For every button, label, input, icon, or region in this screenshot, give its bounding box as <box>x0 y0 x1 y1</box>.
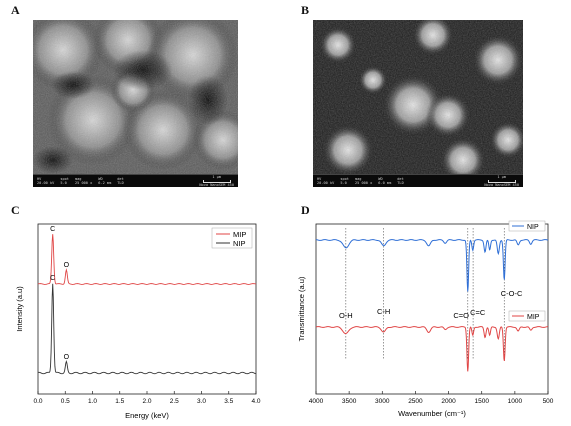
panel-a-label: A <box>11 3 20 17</box>
sem-b-scale-label: 1 µm <box>497 175 507 180</box>
sem-info-bar-b: HV 20.00 kV spot 5.0 mag 25 000 x WD 6.0 mm … <box>313 174 523 187</box>
eds-peak-labels: C O C O <box>50 226 69 361</box>
eds-x-ticks: 0.0 0.5 1.0 1.5 2.0 2.5 3.0 3.5 4.0 <box>33 391 261 405</box>
eds-x-tick-label: 1.5 <box>115 398 124 405</box>
sem-a-scale-label: 1 µm <box>212 175 222 180</box>
sem-image-nip: HV 20.00 kV spot 5.0 mag 25 000 x WD 6.0 mm … <box>313 20 523 187</box>
sem-a-mag-label: mag <box>74 176 82 181</box>
eds-peak-label-c: C <box>50 226 55 233</box>
eds-series-mip-line <box>37 234 257 285</box>
ftir-x-tick-label: 3000 <box>375 398 390 405</box>
ftir-x-tick-label: 2500 <box>408 398 423 405</box>
sem-a-scale-bar <box>202 179 231 183</box>
eds-x-tick-label: 4.0 <box>251 398 260 405</box>
eds-y-axis-label: Intensity (a.u) <box>15 286 24 332</box>
ftir-band-label-c=o: C=O <box>453 311 469 320</box>
ftir-series-nip-line <box>315 239 549 292</box>
eds-series-group <box>37 234 257 375</box>
ftir-x-tick-label: 2000 <box>441 398 456 405</box>
sem-a-spot-label: spot <box>60 176 69 181</box>
eds-peak-label-o: O <box>64 262 70 269</box>
sem-b-hv-value: 20.00 kV <box>317 181 335 185</box>
eds-plot-frame <box>37 223 257 395</box>
ftir-band-label-c-h: C-H <box>377 307 390 316</box>
eds-x-tick-label: 2.0 <box>142 398 151 405</box>
sem-b-instrument: Nova NanoSEM 450 <box>484 182 519 187</box>
sem-texture-b <box>313 20 523 175</box>
ftir-series-mip-line <box>315 326 549 372</box>
ftir-x-tick-label: 1000 <box>508 398 523 405</box>
ftir-legend-nip-label: NIP <box>527 224 539 231</box>
ftir-y-axis-label: Transmittance (a.u) <box>297 276 306 341</box>
ftir-x-tick-label: 500 <box>543 398 554 405</box>
sem-b-scale-bar <box>487 179 516 183</box>
ftir-band-label-o-h: O-H <box>339 311 353 320</box>
ftir-x-tick-label: 1500 <box>474 398 489 405</box>
eds-x-axis-label: Energy (keV) <box>125 411 169 420</box>
ftir-x-axis-label: Wavenumber (cm⁻¹) <box>398 409 466 418</box>
eds-x-tick-label: 0.0 <box>33 398 42 405</box>
sem-b-mag-value: 25 000 x <box>354 181 373 185</box>
sem-image-mip: HV 20.00 kV spot 5.0 mag 25 000 x WD 6.2 mm … <box>33 20 238 187</box>
sem-a-hv-value: 20.00 kV <box>37 181 55 185</box>
eds-legend-nip-label: NIP <box>233 239 246 248</box>
ftir-band-label-c=c: C=C <box>470 308 486 317</box>
ftir-x-ticks: 4000 3500 3000 2500 2000 1500 1000 500 <box>309 391 554 405</box>
sem-b-wd-label: WD <box>378 176 383 181</box>
sem-b-mag-label: mag <box>354 176 362 181</box>
sem-b-hv-label: HV <box>317 176 322 181</box>
panel-b-label: B <box>301 3 310 17</box>
eds-legend: MIP NIP <box>211 227 253 249</box>
sem-a-mag-value: 25 000 x <box>74 181 93 185</box>
eds-peak-label-o: O <box>64 354 70 361</box>
sem-texture-a <box>33 20 238 175</box>
ftir-legend-mip-label: MIP <box>527 314 540 321</box>
ftir-x-tick-label: 3500 <box>342 398 357 405</box>
sem-a-spot-value: 5.0 <box>60 181 67 185</box>
eds-x-tick-label: 3.5 <box>224 398 233 405</box>
panel-d-label: D <box>301 203 310 217</box>
sem-b-spot-value: 5.0 <box>340 181 347 185</box>
eds-series-nip-line <box>37 283 257 375</box>
ftir-legend-nip: NIP <box>508 220 546 232</box>
ftir-band-labels: O-H C-H C=O C=C C-O-C <box>339 289 523 320</box>
ftir-band-guides <box>345 228 505 360</box>
ftir-series-group <box>315 239 549 372</box>
sem-a-det-value: TLD <box>117 181 124 185</box>
sem-a-det-label: det <box>117 176 124 181</box>
ftir-chart: 4000 3500 3000 2500 2000 1500 1000 500 O-H C-H C=… <box>297 220 554 418</box>
ftir-x-tick-label: 4000 <box>309 398 324 405</box>
eds-legend-mip-label: MIP <box>233 230 246 239</box>
ftir-legend-mip: MIP <box>508 310 546 322</box>
sem-a-wd-value: 6.2 mm <box>98 181 112 185</box>
ftir-band-label-c-o-c: C-O-C <box>501 289 523 298</box>
sem-b-wd-value: 6.0 mm <box>378 181 392 185</box>
sem-b-det-value: TLD <box>397 181 404 185</box>
sem-info-bar-a: HV 20.00 kV spot 5.0 mag 25 000 x WD 6.2 mm … <box>33 174 238 187</box>
eds-x-tick-label: 0.5 <box>61 398 70 405</box>
eds-x-tick-label: 3.0 <box>197 398 206 405</box>
sem-b-spot-label: spot <box>340 176 349 181</box>
sem-b-det-label: det <box>397 176 404 181</box>
eds-chart: 0.0 0.5 1.0 1.5 2.0 2.5 3.0 3.5 4.0 C O C O MIP NIP… <box>15 223 261 420</box>
sem-a-wd-label: WD <box>98 176 103 181</box>
ftir-plot-frame <box>315 223 549 395</box>
sem-a-instrument: Nova NanoSEM 450 <box>199 182 234 187</box>
sem-a-hv-label: HV <box>37 176 42 181</box>
eds-x-tick-label: 1.0 <box>88 398 97 405</box>
eds-x-tick-label: 2.5 <box>170 398 179 405</box>
eds-peak-label-c: C <box>50 275 55 282</box>
panel-c-label: C <box>11 203 20 217</box>
